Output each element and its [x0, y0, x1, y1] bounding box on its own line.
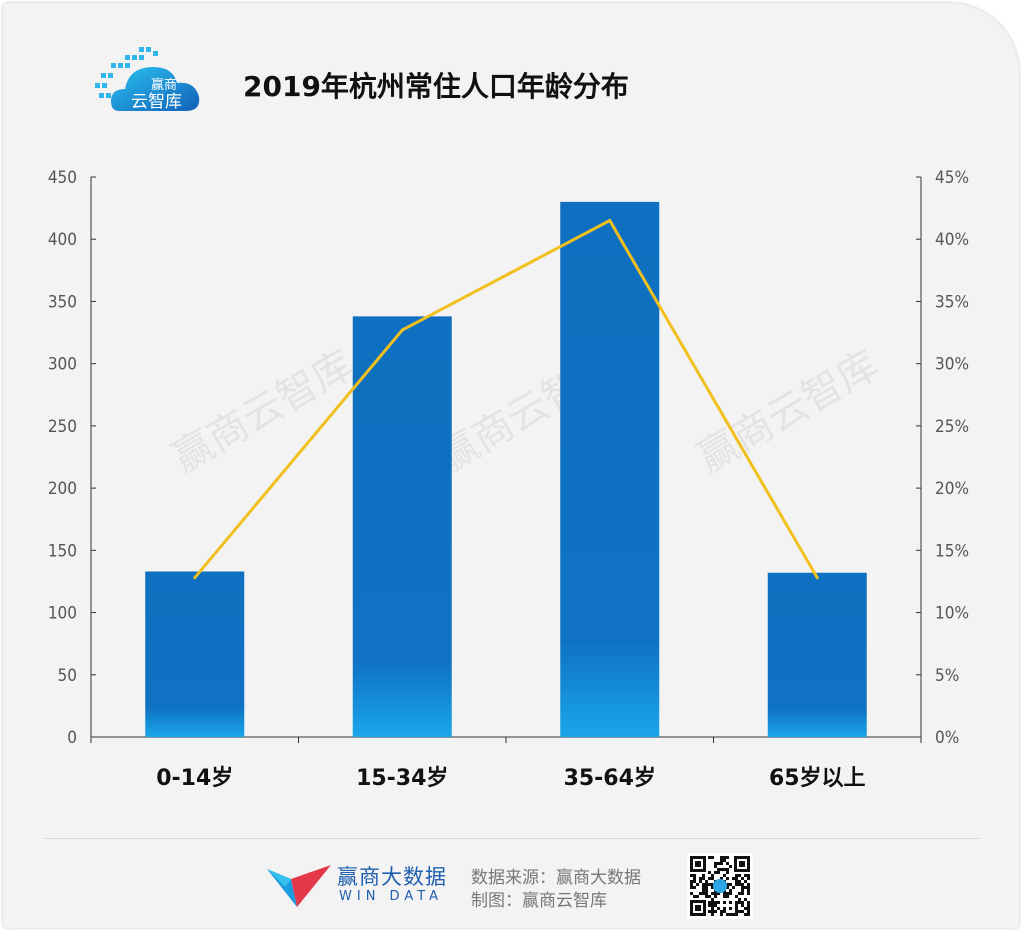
- line-path: [193, 218, 819, 579]
- bar-2: [560, 201, 660, 737]
- bars: [145, 201, 867, 737]
- line-point-0: [193, 576, 197, 580]
- windata-logo-icon: [267, 865, 331, 907]
- watermark-group: 赢商云智库 赢商云智库 赢商云智库: [165, 342, 886, 482]
- right-tick-label: 0%: [935, 728, 959, 748]
- left-tick-label: 100: [48, 604, 77, 624]
- brand-name-cn: 赢商大数据: [337, 865, 447, 889]
- line-series: [193, 218, 819, 580]
- right-tick-label: 15%: [935, 541, 969, 561]
- line-point-1: [400, 328, 404, 332]
- right-tick-label: 30%: [935, 355, 969, 375]
- category-label-1: 15-34岁: [356, 765, 448, 791]
- brand-name-en: WIN DATA: [339, 889, 444, 904]
- left-tick-label: 250: [48, 417, 77, 437]
- right-tick-label: 5%: [935, 666, 959, 686]
- category-label-0: 0-14岁: [156, 765, 233, 791]
- right-tick-label: 35%: [935, 292, 969, 312]
- category-labels: 0-14岁 15-34岁 35-64岁 65岁以上: [156, 765, 865, 791]
- qr-code-icon: [687, 853, 753, 919]
- left-tick-label: 300: [48, 355, 77, 375]
- footer-divider: [43, 838, 981, 839]
- logo-text-line2: 云智库: [131, 92, 182, 112]
- left-tick-label: 400: [48, 230, 77, 250]
- chart-card: 赢商 云智库 2019年杭州常住人口年龄分布 赢商云智库 赢商云智库 赢商云智库 0…: [3, 3, 1019, 928]
- right-tick-label: 45%: [935, 168, 969, 188]
- line-point-2: [608, 219, 612, 223]
- category-label-3: 65岁以上: [769, 765, 866, 791]
- left-tick-label: 150: [48, 541, 77, 561]
- right-tick-label: 25%: [935, 417, 969, 437]
- left-tick-label: 450: [48, 168, 77, 188]
- left-tick-label: 0: [67, 728, 77, 748]
- left-tick-label: 200: [48, 479, 77, 499]
- right-tick-label: 10%: [935, 604, 969, 624]
- watermark-0: 赢商云智库: [165, 342, 361, 482]
- bar-0: [145, 571, 245, 737]
- data-source: 数据来源：赢商大数据: [471, 868, 641, 888]
- left-tick-label: 350: [48, 292, 77, 312]
- bar-1: [352, 316, 452, 737]
- chart-svg: 赢商云智库 赢商云智库 赢商云智库 0 50 100 150 200 250 300 350 400…: [48, 168, 969, 791]
- category-label-2: 35-64岁: [564, 765, 656, 791]
- logo-cloud-icon: 赢商 云智库: [95, 47, 200, 112]
- chart-title: 2019年杭州常住人口年龄分布: [243, 70, 629, 103]
- bar-3: [767, 572, 867, 737]
- logo-text-line1: 赢商: [151, 77, 177, 93]
- left-tick-label: 50: [58, 666, 77, 686]
- chart-maker: 制图：赢商云智库: [471, 891, 607, 911]
- line-point-3: [815, 576, 819, 580]
- right-tick-label: 20%: [935, 479, 969, 499]
- right-tick-label: 40%: [935, 230, 969, 250]
- axes: 0 50 100 150 200 250 300 350 400 450 0% 5% 10% 15% 20%…: [48, 168, 969, 748]
